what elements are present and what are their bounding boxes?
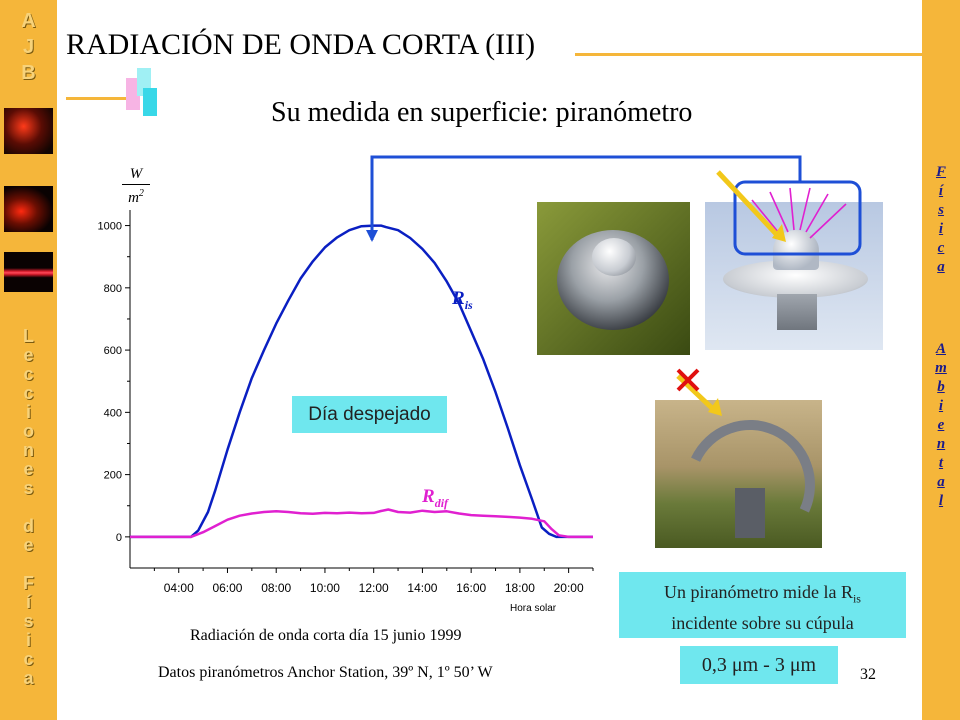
connector-line: [370, 155, 802, 240]
pyranometer-description: Un piranómetro mide la Ris incidente sob…: [619, 572, 906, 638]
y-axis-unit-fraction-bar: [122, 184, 150, 185]
y-axis-unit: W m2: [118, 166, 154, 207]
deco-cyan-block: [143, 88, 157, 116]
thumbnail-sun: [4, 108, 53, 154]
x-tick-label: 16:00: [456, 581, 486, 595]
thumbnail-spectrum: [4, 186, 53, 232]
x-tick-label: 06:00: [212, 581, 242, 595]
x-tick-label: 14:00: [407, 581, 437, 595]
description-line-1: Un piranómetro mide la Ris: [664, 582, 861, 606]
shadowband-stand: [735, 488, 765, 538]
y-tick-label: 1000: [98, 221, 122, 233]
x-axis-label: Hora solar: [510, 603, 557, 614]
clear-day-callout: Día despejado: [292, 396, 447, 433]
pyranometer-dome-2: [773, 230, 819, 270]
pyranometer-dome-1: [592, 238, 636, 276]
series-line-rdif: [130, 508, 593, 539]
subtitle-accent-line: [66, 97, 132, 100]
deco-pink-block: [126, 78, 140, 110]
series-label-ris: Ris: [452, 288, 473, 312]
y-tick-label: 200: [104, 470, 122, 482]
y-tick-label: 400: [104, 407, 122, 419]
wavelength-range: 0,3 μm - 3 μm: [680, 646, 838, 684]
x-tick-label: 12:00: [359, 581, 389, 595]
shadow-ring: [666, 401, 834, 569]
y-tick-label: 0: [116, 532, 122, 544]
data-source-caption: Datos piranómetros Anchor Station, 39º N…: [158, 664, 493, 681]
slide-title: RADIACIÓN DE ONDA CORTA (III): [66, 28, 536, 61]
pyranometer-photo-1: [537, 202, 690, 355]
pyranometer-photo-2: [705, 202, 883, 350]
x-tick-label: 08:00: [261, 581, 291, 595]
title-underline: [575, 53, 922, 56]
description-line-2: incidente sobre su cúpula: [671, 612, 854, 633]
shadowband-photo: [655, 400, 834, 569]
pyranometer-base: [777, 294, 817, 330]
x-tick-label: 04:00: [164, 581, 194, 595]
x-tick-label: 10:00: [310, 581, 340, 595]
chart-caption: Radiación de onda corta día 15 junio 199…: [190, 627, 462, 644]
y-axis-unit-numerator: W: [129, 166, 143, 182]
right-side-bar: [922, 0, 960, 720]
x-tick-label: 18:00: [505, 581, 535, 595]
thumbnail-band: [4, 252, 53, 292]
x-tick-label: 20:00: [554, 581, 584, 595]
series-label-rdif: Rdif: [422, 486, 449, 510]
y-tick-label: 600: [104, 345, 122, 357]
y-tick-label: 800: [104, 283, 122, 295]
connector-arrowhead: [366, 230, 378, 242]
series-line-ris: [130, 224, 593, 539]
page-number: 32: [860, 666, 876, 683]
slide-subtitle: Su medida en superficie: piranómetro: [271, 97, 693, 128]
y-axis-unit-denominator: m2: [128, 188, 144, 206]
